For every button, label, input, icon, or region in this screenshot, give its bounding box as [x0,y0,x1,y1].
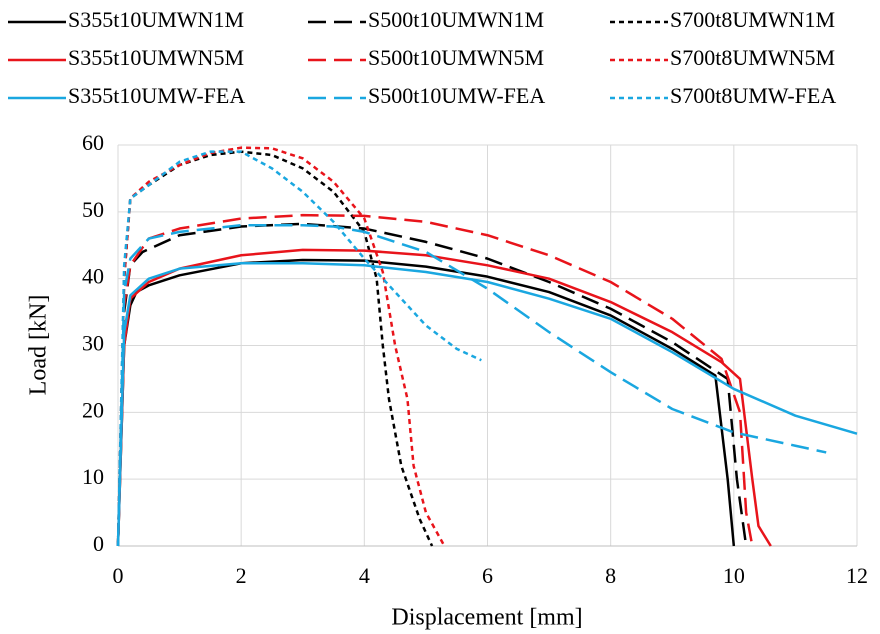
x-tick-label: 2 [236,563,247,588]
x-tick-label: 4 [359,563,370,588]
x-axis-label: Displacement [mm] [391,605,582,631]
series-line [116,213,754,547]
y-tick-label: 0 [93,531,104,556]
series-line [116,223,827,547]
series-line [116,222,748,547]
x-tick-label: 6 [482,563,493,588]
legend-label: S500t10UMW-FEA [368,83,545,108]
y-axis-label: Load [kN] [26,295,52,396]
x-tick-label: 12 [846,563,868,588]
legend-label: S355t10UMWN1M [68,7,244,32]
legend-label: S355t10UMW-FEA [68,83,245,108]
legend-label: S700t8UMWN5M [670,45,835,70]
y-tick-label: 40 [82,264,104,289]
x-tick-label: 10 [723,563,745,588]
series-line [116,150,434,547]
legend-label: S700t8UMWN1M [670,7,835,32]
y-tick-label: 60 [82,130,104,155]
legend-label: S700t8UMW-FEA [670,83,836,108]
y-tick-label: 10 [82,464,104,489]
legend-label: S500t10UMWN1M [368,7,544,32]
x-tick-label: 8 [605,563,616,588]
y-tick-label: 20 [82,397,104,422]
series-line [116,262,858,547]
series-line [116,248,772,547]
y-tick-label: 30 [82,331,104,356]
series-line [116,146,446,547]
series-line [116,150,482,547]
legend-label: S500t10UMWN5M [368,45,544,70]
legend-label: S355t10UMWN5M [68,45,244,70]
series-line [116,258,736,547]
y-tick-label: 50 [82,197,104,222]
x-tick-label: 0 [113,563,124,588]
